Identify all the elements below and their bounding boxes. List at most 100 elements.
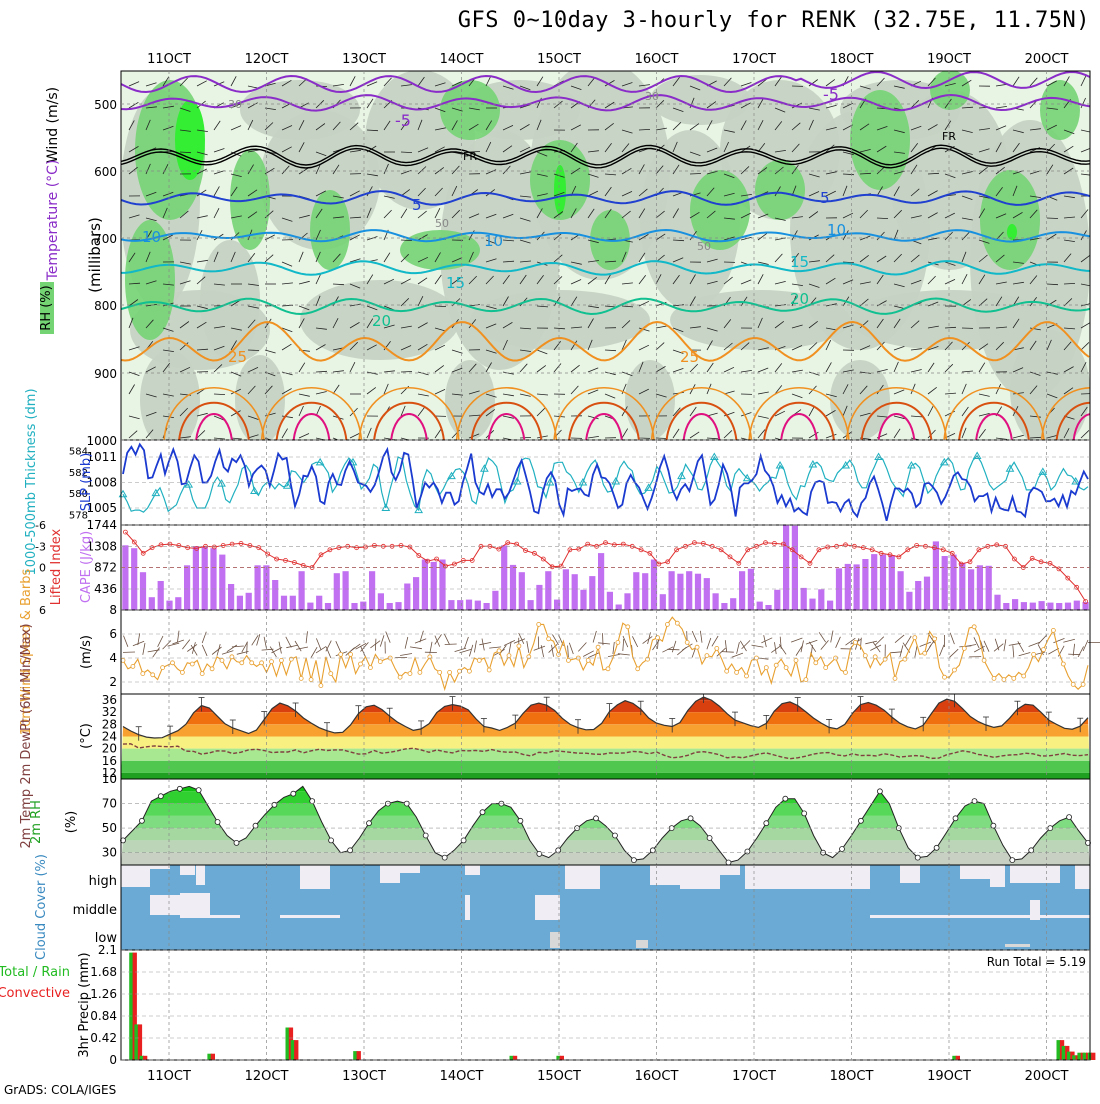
wind-speed-marker bbox=[240, 661, 244, 665]
pressure-level-label: 600 bbox=[94, 165, 117, 179]
wind-barb-10m bbox=[700, 631, 702, 643]
wind-speed-marker bbox=[557, 652, 561, 656]
cape-bar bbox=[1012, 599, 1018, 610]
rh-blob-green bbox=[755, 160, 805, 220]
cape-bar bbox=[660, 594, 666, 610]
wind-speed-marker bbox=[804, 678, 808, 682]
wind-barb-10m bbox=[821, 640, 829, 649]
rh-marker bbox=[764, 821, 769, 826]
cape-bar bbox=[510, 565, 516, 610]
wind-barb-10m bbox=[534, 646, 545, 650]
cape-bar bbox=[968, 569, 974, 610]
cape-bar bbox=[122, 545, 128, 610]
wind-axis-title: Wind (m/s) bbox=[45, 87, 61, 163]
cape-bar bbox=[210, 548, 216, 610]
wind-speed-marker bbox=[1022, 674, 1026, 678]
cape-bar bbox=[607, 592, 613, 610]
wind-barb-10m bbox=[806, 640, 817, 644]
lifted-index-axis-title: Lifted Index bbox=[49, 528, 64, 605]
contour-label: 10 bbox=[484, 232, 503, 250]
cloud-high-gap bbox=[650, 865, 680, 885]
wind-barb-10m bbox=[1039, 635, 1047, 644]
cape-bar bbox=[686, 571, 692, 610]
date-label-top: 11OCT bbox=[147, 52, 191, 67]
cape-bar bbox=[290, 596, 296, 610]
wind-barb-10m bbox=[527, 641, 529, 653]
wind-speed-marker bbox=[1012, 676, 1016, 680]
precip-legend-total: Total / Rain bbox=[0, 965, 70, 980]
precip-conv-bar bbox=[956, 1056, 960, 1060]
date-label-top: 15OCT bbox=[537, 52, 581, 67]
wind-barb bbox=[656, 438, 667, 439]
wind-speed-marker bbox=[270, 660, 274, 664]
pressure-level-label: 1000 bbox=[86, 434, 117, 448]
date-label-top: 13OCT bbox=[342, 52, 386, 67]
cape-bar bbox=[149, 597, 155, 610]
wind-speed-marker bbox=[418, 670, 422, 674]
rh-marker bbox=[613, 833, 618, 838]
wind-barb-10m bbox=[791, 638, 802, 642]
wind-barb-10m bbox=[519, 633, 524, 644]
wind-speed-marker bbox=[180, 670, 184, 674]
cloud-high-gap bbox=[720, 865, 740, 875]
wind-speed-marker bbox=[329, 672, 333, 676]
cape-bar bbox=[721, 603, 727, 610]
wind-barb-10m bbox=[1083, 640, 1088, 651]
cape-bar bbox=[748, 569, 754, 610]
rh-blob-bright bbox=[1007, 224, 1017, 240]
cape-bar bbox=[871, 554, 877, 610]
rh-marker bbox=[480, 810, 485, 815]
credit-text: GrADS: COLA/IGES bbox=[4, 1083, 116, 1097]
cape-bar bbox=[334, 573, 340, 610]
wind-barb bbox=[248, 350, 259, 351]
wind-speed-marker bbox=[359, 662, 363, 666]
rh-marker bbox=[272, 802, 277, 807]
cape-bar bbox=[898, 571, 904, 610]
y-tick-label: 0.42 bbox=[90, 1031, 117, 1045]
cape-bar bbox=[158, 581, 164, 610]
wind-speed-marker bbox=[685, 640, 689, 644]
wind-barb-10m bbox=[613, 642, 614, 654]
cape-bar bbox=[448, 600, 454, 610]
cape-bar bbox=[809, 599, 815, 610]
cape-bar bbox=[140, 572, 146, 610]
rh-marker bbox=[310, 799, 315, 804]
cape-bar bbox=[299, 571, 305, 610]
contour-label: 5 bbox=[820, 189, 830, 207]
cape-bar bbox=[1056, 603, 1062, 610]
wind-barb-10m bbox=[1013, 645, 1014, 657]
date-label-bottom: 11OCT bbox=[147, 1069, 191, 1084]
wind-barb-10m bbox=[1058, 646, 1064, 657]
pressure-axis-title: (millibars) bbox=[86, 217, 104, 293]
wind-speed-marker bbox=[398, 675, 402, 679]
wind-barb-10m bbox=[732, 653, 743, 657]
wind-barb-10m bbox=[949, 649, 958, 657]
wind-speed-marker bbox=[438, 670, 442, 674]
cloud-high-gap bbox=[121, 865, 150, 887]
wind-barb-10m bbox=[326, 641, 331, 652]
wind-speed-marker bbox=[745, 674, 749, 678]
wind-speed-marker bbox=[190, 662, 194, 666]
wind-speed-marker bbox=[1042, 648, 1046, 652]
wind-speed-marker bbox=[695, 645, 699, 649]
precip-conv-bar bbox=[138, 1024, 142, 1060]
wind-speed-marker bbox=[844, 670, 848, 674]
cloud-mid-gap bbox=[535, 895, 560, 920]
contour-label: 30 bbox=[645, 90, 659, 103]
cape-bar bbox=[484, 603, 490, 610]
wind-barb-10m bbox=[435, 636, 440, 647]
wind-barb-10m bbox=[761, 638, 772, 643]
rh-marker bbox=[215, 820, 220, 825]
wind-barb-10m bbox=[386, 632, 391, 643]
cape-bar bbox=[950, 555, 956, 610]
wind-speed-marker bbox=[992, 676, 996, 680]
wind-barb-10m bbox=[380, 635, 384, 646]
cape-bar bbox=[616, 605, 622, 611]
wind-barb-10m bbox=[598, 643, 610, 644]
wind-speed-marker bbox=[161, 666, 165, 670]
wind-speed-marker bbox=[299, 676, 303, 680]
rh-marker bbox=[1067, 815, 1072, 820]
wind-barb bbox=[1047, 218, 1058, 219]
wind-barb-10m bbox=[950, 633, 954, 644]
cape-bar bbox=[457, 600, 463, 610]
